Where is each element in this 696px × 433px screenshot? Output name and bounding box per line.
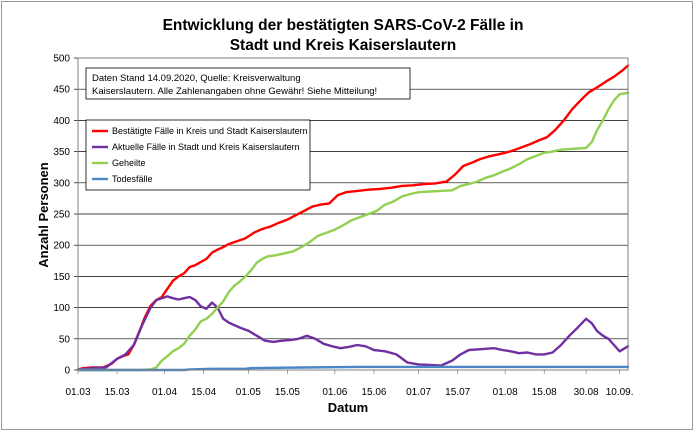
x-tick-label: 01.04	[152, 387, 177, 398]
note-line-1: Daten Stand 14.09.2020, Quelle: Kreisver…	[92, 73, 301, 84]
x-tick-label: 01.06	[322, 387, 347, 398]
x-axis-label: Datum	[328, 400, 368, 415]
note-line-2: Kaiserslautern. Alle Zahlenangaben ohne …	[92, 86, 377, 97]
y-tick-label: 50	[59, 334, 71, 345]
y-tick-label: 350	[53, 147, 70, 158]
y-tick-label: 250	[53, 210, 70, 221]
legend-label: Aktuelle Fälle in Stadt und Kreis Kaiser…	[112, 142, 300, 152]
x-tick-label: 10.09.	[606, 387, 634, 398]
legend: Bestätigte Fälle in Kreis und Stadt Kais…	[85, 119, 311, 191]
y-axis-ticks: 0 50 100 150 200 250 300 350 400 450 500	[53, 54, 78, 377]
y-tick-label: 300	[53, 178, 70, 189]
grid	[78, 57, 628, 371]
series-lines	[76, 64, 630, 372]
x-tick-label: 15.08	[532, 387, 557, 398]
chart-subtitle: Stadt und Kreis Kaiserslautern	[230, 37, 457, 54]
chart-title: Entwicklung der bestätigten SARS-CoV-2 F…	[163, 17, 524, 34]
series-line-4	[76, 365, 630, 372]
x-tick-label: 15.06	[361, 387, 386, 398]
x-tick-label: 15.03	[105, 387, 130, 398]
x-tick-label: 01.03	[65, 387, 90, 398]
plot-area	[77, 57, 629, 371]
y-tick-label: 0	[64, 366, 70, 377]
x-tick-label: 15.07	[445, 387, 470, 398]
x-tick-label: 30.08	[574, 387, 599, 398]
note-box: Daten Stand 14.09.2020, Quelle: Kreisver…	[85, 67, 411, 100]
series-line-3	[76, 91, 630, 372]
x-tick-label: 01.05	[236, 387, 261, 398]
legend-label: Todesfälle	[112, 174, 153, 184]
x-tick-label: 15.05	[275, 387, 300, 398]
y-axis-label: Anzahl Personen	[36, 162, 51, 268]
y-tick-label: 100	[53, 303, 70, 314]
y-tick-label: 200	[53, 241, 70, 252]
x-tick-label: 01.08	[493, 387, 518, 398]
x-axis-ticks: 01.03 15.03 01.04 15.04 01.05 15.05 01.06 15.06…	[65, 370, 634, 398]
legend-label: Bestätigte Fälle in Kreis und Stadt Kais…	[112, 126, 308, 136]
legend-label: Geheilte	[112, 158, 146, 168]
y-tick-label: 400	[53, 116, 70, 127]
y-tick-label: 450	[53, 85, 70, 96]
series-line-1	[76, 64, 630, 371]
x-tick-label: 01.07	[406, 387, 431, 398]
x-tick-label: 15.04	[191, 387, 216, 398]
series-line-2	[76, 295, 630, 371]
y-tick-label: 150	[53, 272, 70, 283]
y-tick-label: 500	[53, 54, 70, 65]
